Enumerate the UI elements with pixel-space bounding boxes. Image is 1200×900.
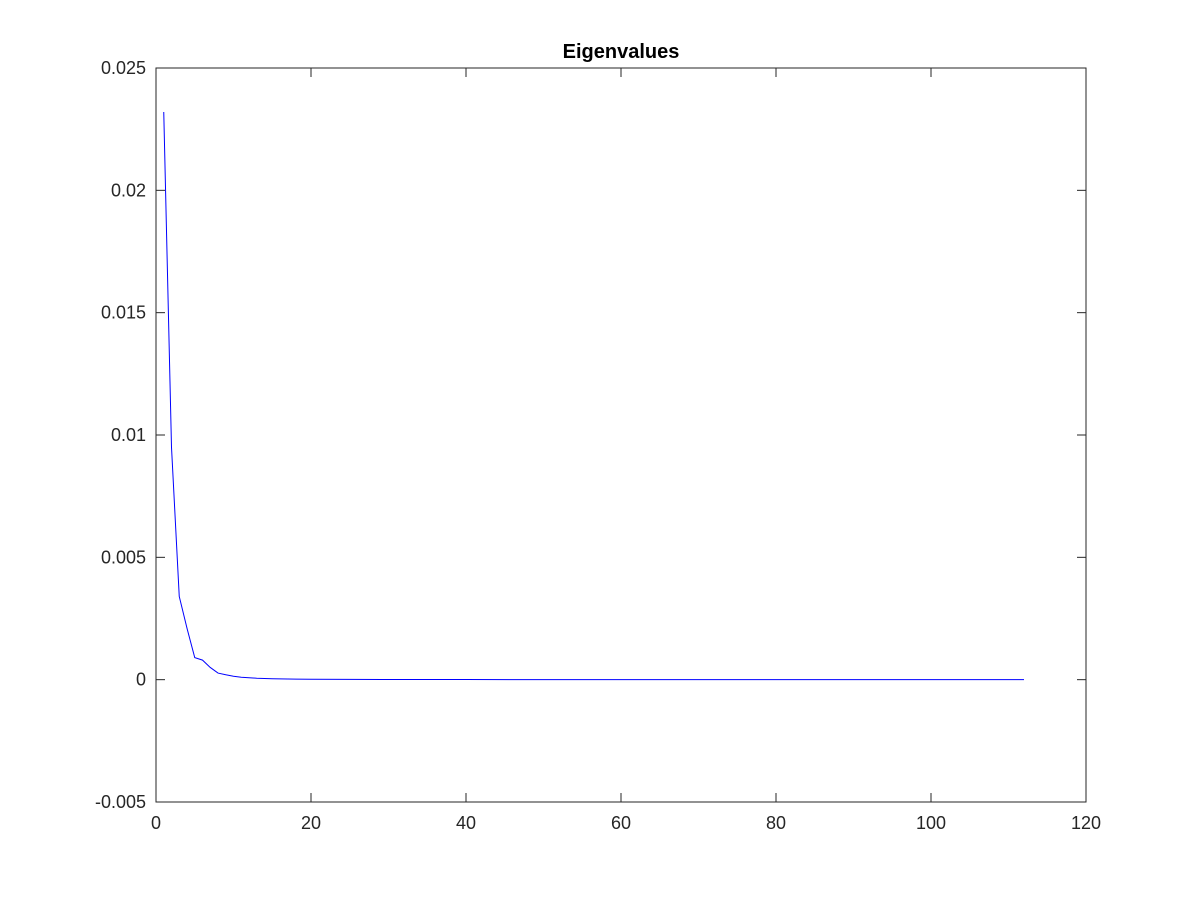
chart-title: Eigenvalues bbox=[563, 41, 680, 63]
x-tick-label: 100 bbox=[916, 813, 946, 833]
y-tick-label: 0 bbox=[136, 670, 146, 690]
x-tick-label: 120 bbox=[1071, 813, 1101, 833]
y-tick-label: 0.005 bbox=[101, 547, 146, 567]
y-tick-label: 0.025 bbox=[101, 58, 146, 78]
x-tick-label: 40 bbox=[456, 813, 476, 833]
x-tick-label: 80 bbox=[766, 813, 786, 833]
x-tick-label: 20 bbox=[301, 813, 321, 833]
series-line-0 bbox=[163, 112, 1024, 681]
y-tick-label: 0.02 bbox=[111, 180, 146, 200]
x-tick-label: 60 bbox=[611, 813, 631, 833]
y-tick-label: 0.01 bbox=[111, 425, 146, 445]
series-layer bbox=[163, 112, 1024, 681]
y-tick-label: 0.015 bbox=[101, 303, 146, 323]
plot-area bbox=[156, 68, 1086, 802]
y-tick-label: -0.005 bbox=[95, 792, 146, 812]
x-tick-label: 0 bbox=[151, 813, 161, 833]
ticks-layer: 0 20 40 60 80 100 120-0.00500.0050.010.0150.02… bbox=[95, 58, 1101, 833]
